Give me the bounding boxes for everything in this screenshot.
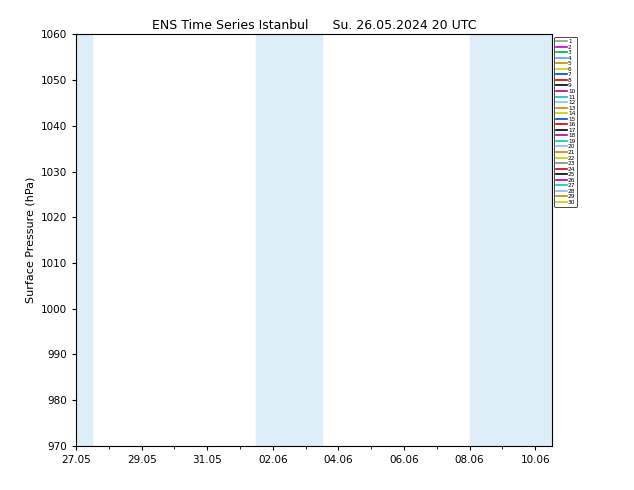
Legend: 1, 2, 3, 4, 5, 6, 7, 8, 9, 10, 11, 12, 13, 14, 15, 16, 17, 18, 19, 20, 21, 22, 2: 1, 2, 3, 4, 5, 6, 7, 8, 9, 10, 11, 12, 1… — [555, 37, 577, 207]
Y-axis label: Surface Pressure (hPa): Surface Pressure (hPa) — [25, 177, 36, 303]
Bar — [470, 34, 552, 446]
Title: ENS Time Series Istanbul      Su. 26.05.2024 20 UTC: ENS Time Series Istanbul Su. 26.05.2024 … — [152, 19, 476, 32]
Bar — [76, 34, 93, 446]
Bar — [256, 34, 322, 446]
